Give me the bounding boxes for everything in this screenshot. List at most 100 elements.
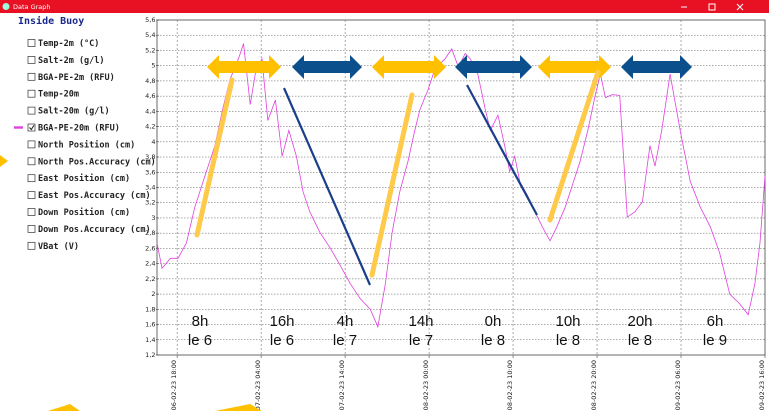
y-tick-label: 5,2 — [145, 46, 155, 54]
x-tick-label: 08-02-23 00:00 — [422, 360, 430, 410]
x-tick-label: 09-02-23 16:00 — [758, 360, 766, 410]
checkbox[interactable] — [27, 72, 36, 81]
y-tick-label: 4,6 — [145, 92, 155, 100]
annotation-time: 20h — [627, 313, 652, 330]
sidebar-title: Inside Buoy — [18, 15, 84, 27]
checkbox[interactable] — [27, 174, 36, 183]
checkbox-label: Temp-20m — [38, 90, 79, 100]
checkbox-label: VBat (V) — [38, 242, 79, 252]
app-icon — [2, 3, 10, 10]
checkbox[interactable] — [27, 225, 36, 233]
sidebar-list: Temp-2m (°C) Salt-2m (g/l) BGA-PE-2m (RFU)… — [14, 39, 156, 252]
checkbox[interactable] — [27, 140, 36, 149]
title-bar — [0, 0, 769, 13]
y-tick-label: 3,6 — [145, 168, 155, 176]
checkbox-label: North Position (cm) — [38, 139, 135, 150]
trend-line — [369, 92, 415, 278]
double-arrow — [207, 55, 281, 79]
annotation-day: le 8 — [556, 332, 580, 349]
x-tick-label: 06-02-23 18:00 — [170, 360, 178, 410]
annotation-time: 0h — [485, 313, 502, 330]
annotation-time: 4h — [337, 313, 354, 330]
y-tick-label: 4 — [151, 138, 155, 146]
checkbox-label: Salt-20m (g/l) — [38, 107, 110, 117]
annotation-day: le 6 — [270, 332, 294, 349]
checkbox-label: Down Position (cm) — [38, 207, 130, 218]
y-tick-label: 1,2 — [145, 351, 155, 359]
double-arrow — [372, 55, 446, 79]
y-tick-label: 4,2 — [145, 123, 155, 131]
y-tick-label: 4,8 — [145, 77, 155, 85]
overlay-shape — [48, 404, 80, 411]
trend-line — [547, 69, 601, 223]
checkbox-label: Salt-2m (g/l) — [38, 56, 105, 66]
annotation-day: le 9 — [703, 332, 727, 349]
trend-line — [466, 84, 538, 216]
y-tick-label: 2,2 — [145, 275, 155, 283]
annotation-day: le 8 — [628, 332, 652, 349]
overlay-shape — [215, 404, 262, 411]
y-tick-label: 3,8 — [145, 153, 155, 161]
checkbox-label: BGA-PE-20m (RFU) — [38, 124, 120, 134]
checkbox[interactable] — [27, 89, 36, 98]
annotation-time: 16h — [269, 313, 294, 330]
checkbox[interactable] — [27, 241, 36, 250]
annotation-layer: 8h le 6 16h le 6 4h le 7 14h le 7 0h le 8 10h le 8 2… — [188, 55, 727, 349]
y-tick-label: 3 — [151, 214, 155, 222]
grid: 1,2 1,4 1,6 1,8 2 2,2 2,4 2,6 2,8 3 3,2 3,4 3,6 3,8 4 4… — [145, 16, 766, 410]
double-arrow — [292, 55, 362, 79]
annotation-day: le 7 — [333, 332, 357, 349]
annotation-time: 6h — [707, 313, 724, 330]
checkbox-label: BGA-PE-2m (RFU) — [38, 73, 115, 83]
close-button[interactable] — [736, 3, 744, 11]
y-tick-label: 5,4 — [145, 31, 155, 39]
maximize-button[interactable] — [708, 3, 716, 11]
double-arrow — [621, 55, 692, 79]
y-tick-label: 2,4 — [145, 260, 155, 268]
double-arrow — [455, 55, 532, 79]
y-tick-label: 2,6 — [145, 244, 155, 252]
y-tick-label: 3,4 — [145, 184, 155, 192]
trend-line — [282, 87, 372, 286]
pointer-arrow — [0, 155, 8, 167]
annotation-time: 14h — [408, 313, 433, 330]
y-tick-label: 1,6 — [145, 321, 155, 329]
x-tick-label: 07-02-23 14:00 — [338, 360, 346, 410]
checkbox[interactable] — [27, 39, 36, 47]
trend-line — [194, 77, 235, 238]
annotation-time: 8h — [192, 313, 209, 330]
checkbox-label: Down Pos.Accuracy (cm) — [38, 225, 151, 235]
y-tick-label: 1,8 — [145, 305, 155, 313]
checkbox-label: East Position (cm) — [38, 173, 130, 184]
y-tick-label: 5 — [151, 62, 155, 70]
checkbox[interactable] — [27, 208, 36, 216]
checkbox-label: North Pos.Accuracy (cm) — [38, 157, 156, 167]
annotation-day: le 7 — [409, 332, 433, 349]
y-tick-label: 2,8 — [145, 229, 155, 237]
y-tick-label: 2 — [151, 290, 155, 298]
checkbox[interactable] — [27, 123, 36, 132]
checkbox[interactable] — [27, 56, 36, 64]
checkbox[interactable] — [27, 157, 36, 166]
check-mark — [29, 125, 35, 131]
y-tick-label: 1,4 — [145, 336, 155, 344]
x-tick-label: 07-02-23 04:00 — [254, 360, 262, 410]
y-tick-label: 4,4 — [145, 107, 155, 115]
checkbox-label: East Pos.Accuracy (cm) — [38, 191, 151, 201]
checkbox[interactable] — [27, 191, 36, 199]
annotation-day: le 8 — [481, 332, 505, 349]
checkbox-label: Temp-2m (°C) — [38, 39, 99, 49]
double-arrow — [538, 55, 611, 79]
annotation-day: le 6 — [188, 332, 212, 349]
y-tick-label: 5,6 — [145, 16, 155, 24]
checkbox[interactable] — [27, 106, 36, 115]
series-color-swatch — [14, 126, 23, 129]
window-title: Data Graph — [13, 3, 51, 11]
x-tick-label: 09-02-23 06:00 — [674, 360, 682, 410]
x-tick-label: 08-02-23 20:00 — [590, 360, 598, 410]
x-tick-label: 08-02-23 10:00 — [506, 360, 514, 410]
annotation-time: 10h — [555, 313, 580, 330]
y-tick-label: 3,2 — [145, 199, 155, 207]
